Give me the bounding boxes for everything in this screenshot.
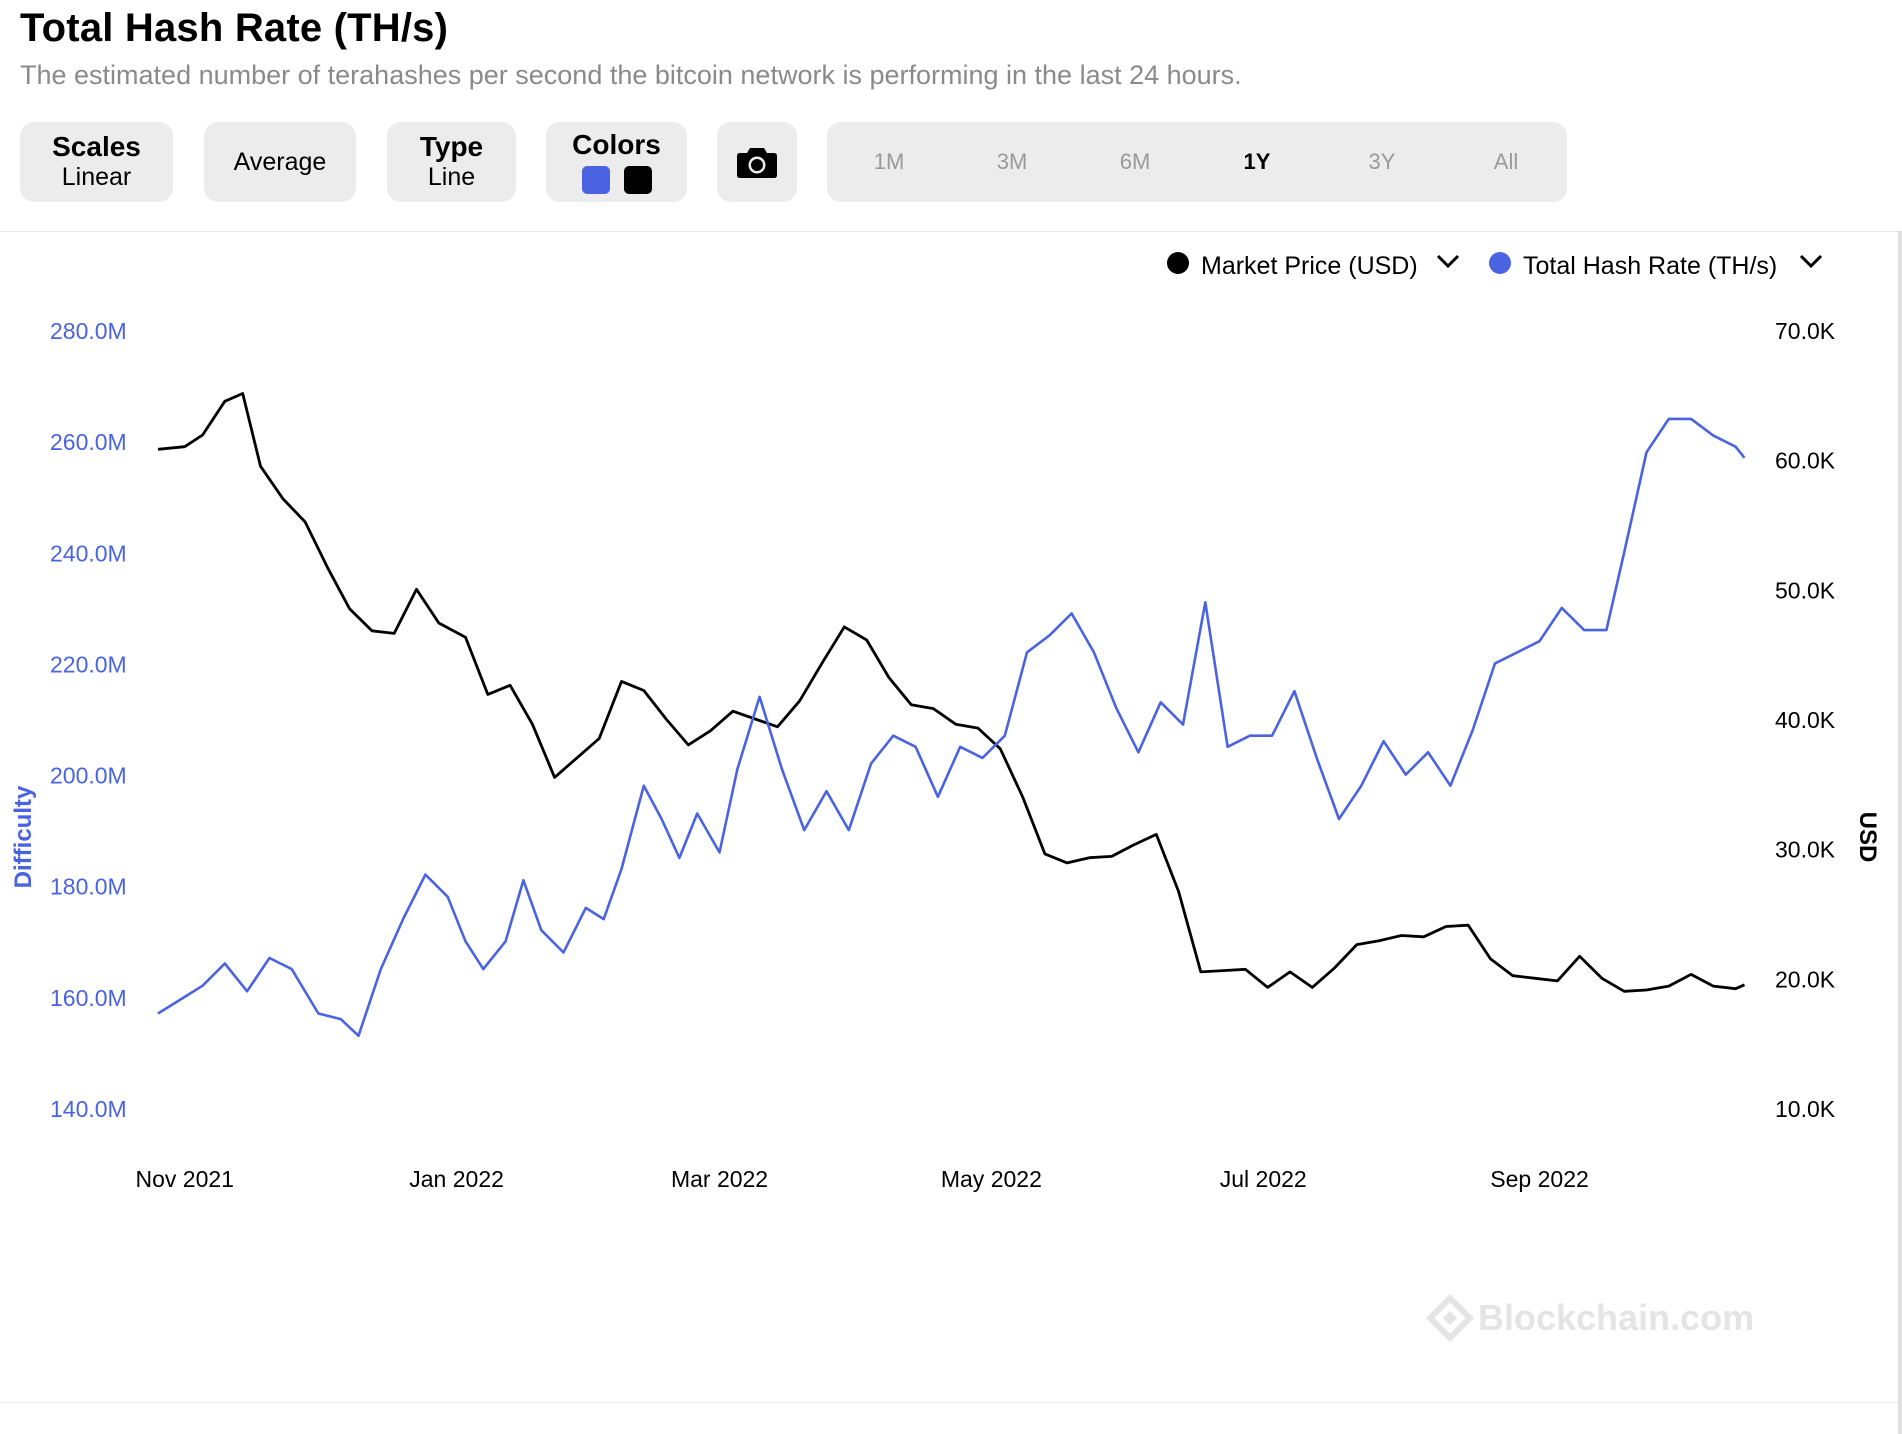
- right-y-tick-label: 10.0K: [1775, 1096, 1836, 1122]
- x-tick-label: Jul 2022: [1220, 1166, 1307, 1192]
- scales-label: Scales: [52, 131, 141, 162]
- legend-item-hash-rate[interactable]: Total Hash Rate (TH/s): [1489, 252, 1823, 280]
- range-all[interactable]: All: [1493, 149, 1519, 174]
- watermark-text: Blockchain.com: [1478, 1297, 1754, 1338]
- left-y-tick-label: 280.0M: [50, 318, 127, 344]
- screenshot-button[interactable]: [717, 122, 797, 202]
- left-axis-title: Difficulty: [10, 785, 37, 888]
- hash-rate-line[interactable]: [157, 417, 1746, 1038]
- market-price-color-swatch[interactable]: [623, 166, 652, 194]
- watermark: Blockchain.com: [1425, 1293, 1754, 1343]
- right-y-tick-label: 20.0K: [1775, 966, 1836, 992]
- right-y-tick-label: 50.0K: [1775, 577, 1836, 603]
- right-y-tick-label: 60.0K: [1775, 448, 1836, 474]
- scales-value: Linear: [61, 163, 132, 191]
- x-tick-label: Jan 2022: [409, 1166, 504, 1192]
- left-y-tick-label: 260.0M: [50, 429, 127, 455]
- x-tick-label: Nov 2021: [136, 1166, 234, 1192]
- right-y-tick-label: 40.0K: [1775, 707, 1836, 733]
- range-6m[interactable]: 6M: [1119, 149, 1151, 174]
- left-y-tick-label: 160.0M: [50, 985, 127, 1011]
- footer-divider: [0, 1402, 1902, 1403]
- x-axis: Nov 2021 Jan 2022 Mar 2022 May 2022 Jul 2022…: [136, 1166, 1589, 1192]
- page-title: Total Hash Rate (TH/s): [20, 6, 449, 50]
- right-y-tick-label: 70.0K: [1775, 318, 1836, 344]
- market-price-legend-dot: [1167, 252, 1189, 274]
- type-button[interactable]: Type Line: [387, 122, 516, 202]
- camera-icon: [737, 148, 777, 178]
- time-range-selector: 1M 3M 6M 1Y 3Y All: [827, 122, 1567, 202]
- type-value: Line: [427, 163, 476, 191]
- scales-button[interactable]: Scales Linear: [20, 122, 173, 202]
- right-axis-title: USD: [1854, 812, 1881, 863]
- hash-rate-legend-dot: [1489, 252, 1511, 274]
- color-swatches: [581, 166, 652, 194]
- hash-rate-legend-label: Total Hash Rate (TH/s): [1523, 252, 1777, 280]
- blockchain-logo-icon: [1425, 1293, 1475, 1343]
- range-3y[interactable]: 3Y: [1368, 149, 1396, 174]
- chart-area: Market Price (USD) Total Hash Rate (TH/s…: [10, 252, 1881, 1343]
- left-y-tick-label: 200.0M: [50, 763, 127, 789]
- chart-series: [157, 392, 1746, 1038]
- x-tick-label: May 2022: [941, 1166, 1042, 1192]
- left-y-tick-label: 240.0M: [50, 540, 127, 566]
- right-edge: [1898, 231, 1902, 1434]
- colors-label: Colors: [572, 129, 661, 160]
- range-3m[interactable]: 3M: [996, 149, 1028, 174]
- left-y-tick-label: 180.0M: [50, 874, 127, 900]
- right-y-tick-label: 30.0K: [1775, 837, 1836, 863]
- colors-button[interactable]: Colors: [546, 122, 687, 202]
- right-y-axis: 70.0K 60.0K 50.0K 40.0K 30.0K 20.0K 10.0K: [1775, 318, 1836, 1122]
- chevron-down-icon[interactable]: [1799, 254, 1823, 269]
- left-y-tick-label: 220.0M: [50, 651, 127, 677]
- legend-item-market-price[interactable]: Market Price (USD): [1167, 252, 1460, 280]
- average-label: Average: [233, 147, 327, 176]
- range-1m[interactable]: 1M: [873, 149, 905, 174]
- x-tick-label: Mar 2022: [671, 1166, 768, 1192]
- left-y-tick-label: 140.0M: [50, 1096, 127, 1122]
- range-1y[interactable]: 1Y: [1243, 149, 1271, 174]
- average-button[interactable]: Average: [204, 122, 356, 202]
- type-label: Type: [419, 131, 484, 162]
- x-tick-label: Sep 2022: [1490, 1166, 1588, 1192]
- market-price-legend-label: Market Price (USD): [1201, 252, 1418, 280]
- header-divider: [0, 231, 1902, 232]
- market-price-line[interactable]: [157, 392, 1746, 993]
- left-y-axis: 280.0M 260.0M 240.0M 220.0M 200.0M 180.0M 160.…: [50, 318, 127, 1122]
- hash-rate-color-swatch[interactable]: [581, 166, 610, 194]
- page-subtitle: The estimated number of terahashes per s…: [20, 60, 1242, 90]
- chevron-down-icon[interactable]: [1436, 254, 1460, 269]
- legend: Market Price (USD) Total Hash Rate (TH/s…: [1167, 252, 1823, 280]
